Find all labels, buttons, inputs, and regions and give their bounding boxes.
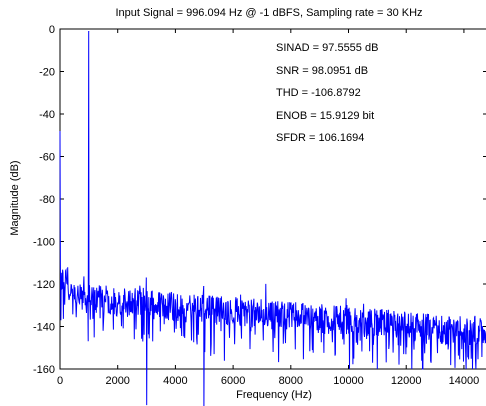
x-tick-label-12000: 12000 — [391, 375, 422, 387]
y-tick-label--80: -80 — [39, 194, 55, 206]
metric-sfdr: SFDR = 106.1694 — [276, 132, 364, 144]
metrics-box: SINAD = 97.5555 dB SNR = 98.0951 dB THD … — [276, 42, 378, 144]
x-tick-label-8000: 8000 — [279, 375, 303, 387]
series-group — [59, 31, 486, 406]
chart-title: Input Signal = 996.094 Hz @ -1 dBFS, Sam… — [115, 7, 422, 19]
x-axis: 0 2000 4000 6000 8000 10000 12000 14000 — [57, 29, 479, 387]
y-tick-label-0: 0 — [49, 24, 55, 36]
metric-snr: SNR = 98.0951 dB — [276, 65, 368, 77]
y-tick-label--40: -40 — [39, 109, 55, 121]
y-tick-label--100: -100 — [33, 237, 55, 249]
y-tick-label--120: -120 — [33, 279, 55, 291]
x-tick-label-4000: 4000 — [163, 375, 187, 387]
x-tick-label-6000: 6000 — [221, 375, 245, 387]
x-tick-label-0: 0 — [57, 375, 63, 387]
y-axis: 0 -20 -40 -60 -80 -100 -120 -140 -160 — [33, 24, 486, 376]
plot-area: 0 2000 4000 6000 8000 10000 12000 14000 0 -20 -40… — [33, 24, 486, 406]
metric-enob: ENOB = 15.9129 bit — [276, 110, 374, 122]
spectrum-line — [59, 31, 486, 406]
x-tick-label-2000: 2000 — [105, 375, 129, 387]
x-tick-label-10000: 10000 — [333, 375, 364, 387]
x-tick-label-14000: 14000 — [449, 375, 480, 387]
plot-frame — [59, 28, 486, 370]
y-tick-label--60: -60 — [39, 152, 55, 164]
x-axis-label: Frequency (Hz) — [236, 389, 312, 401]
metric-sinad: SINAD = 97.5555 dB — [276, 42, 378, 54]
metric-thd: THD = -106.8792 — [276, 87, 361, 99]
y-tick-label--160: -160 — [33, 364, 55, 376]
y-tick-label--20: -20 — [39, 67, 55, 79]
y-tick-label--140: -140 — [33, 322, 55, 334]
y-axis-label: Magnitude (dB) — [9, 160, 21, 235]
